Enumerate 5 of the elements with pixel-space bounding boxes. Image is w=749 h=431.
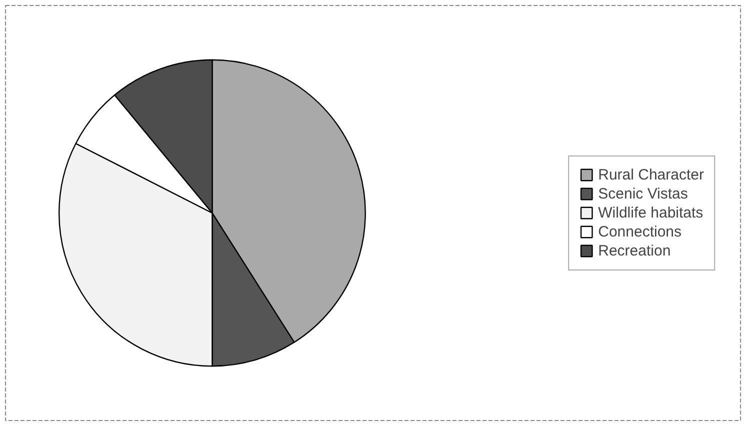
legend-label: Rural Character — [598, 166, 704, 183]
legend-label: Scenic Vistas — [598, 185, 688, 202]
legend-label: Recreation — [598, 242, 671, 259]
legend-label: Wildlife habitats — [598, 204, 704, 221]
legend-label: Connections — [598, 223, 682, 240]
